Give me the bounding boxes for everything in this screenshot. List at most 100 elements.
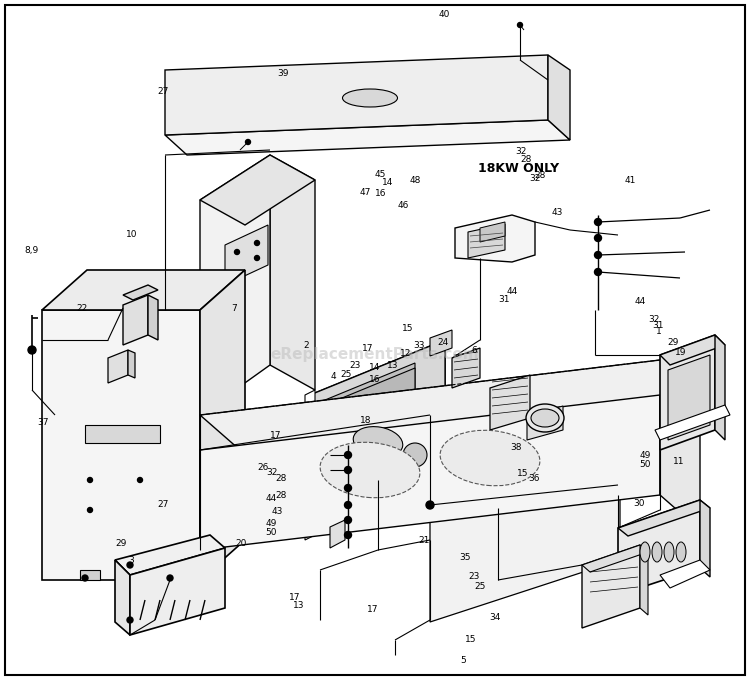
Polygon shape xyxy=(123,285,158,300)
Polygon shape xyxy=(148,295,158,340)
Text: 2: 2 xyxy=(303,341,309,350)
Text: 32: 32 xyxy=(648,315,660,324)
Polygon shape xyxy=(660,560,710,588)
Text: 23: 23 xyxy=(350,361,361,371)
Polygon shape xyxy=(430,330,452,356)
Text: 31: 31 xyxy=(652,320,664,330)
Text: 24: 24 xyxy=(436,337,448,347)
Polygon shape xyxy=(468,224,505,258)
Polygon shape xyxy=(668,355,710,440)
Polygon shape xyxy=(108,350,128,383)
Text: 15: 15 xyxy=(517,469,529,479)
Polygon shape xyxy=(480,222,505,242)
Polygon shape xyxy=(200,155,270,415)
Polygon shape xyxy=(655,405,730,440)
Text: 15: 15 xyxy=(401,324,413,333)
Polygon shape xyxy=(305,390,315,415)
Polygon shape xyxy=(200,395,660,550)
Text: 49: 49 xyxy=(266,519,278,528)
Text: 50: 50 xyxy=(639,460,651,469)
Circle shape xyxy=(88,507,92,513)
Text: 15: 15 xyxy=(464,634,476,644)
Polygon shape xyxy=(310,340,445,535)
Text: 29: 29 xyxy=(667,337,679,347)
Polygon shape xyxy=(165,55,548,135)
Text: 17: 17 xyxy=(289,592,301,602)
Text: 27: 27 xyxy=(158,87,170,97)
Polygon shape xyxy=(430,435,620,622)
Polygon shape xyxy=(455,215,535,262)
Text: 28: 28 xyxy=(275,490,287,500)
Circle shape xyxy=(127,562,133,568)
Text: 45: 45 xyxy=(374,170,386,180)
Text: 4: 4 xyxy=(331,371,337,381)
Circle shape xyxy=(82,575,88,581)
Text: 35: 35 xyxy=(459,553,471,562)
Polygon shape xyxy=(130,548,225,635)
Polygon shape xyxy=(325,368,415,440)
Polygon shape xyxy=(200,270,245,580)
Ellipse shape xyxy=(640,542,650,562)
Text: 13: 13 xyxy=(292,600,304,610)
Text: 14: 14 xyxy=(382,177,394,187)
Text: eReplacementParts.com: eReplacementParts.com xyxy=(271,347,479,362)
Polygon shape xyxy=(200,360,700,450)
Polygon shape xyxy=(128,350,135,378)
Text: 44: 44 xyxy=(507,286,518,296)
Text: 48: 48 xyxy=(409,175,421,185)
Ellipse shape xyxy=(676,542,686,562)
Ellipse shape xyxy=(526,404,564,432)
Circle shape xyxy=(28,346,36,354)
Circle shape xyxy=(344,517,352,524)
Ellipse shape xyxy=(320,442,420,498)
Polygon shape xyxy=(42,270,245,310)
Text: 16: 16 xyxy=(368,375,380,384)
Polygon shape xyxy=(225,225,268,285)
Polygon shape xyxy=(123,295,148,345)
Ellipse shape xyxy=(440,430,540,486)
Text: 26: 26 xyxy=(257,463,269,473)
Circle shape xyxy=(127,617,133,623)
Polygon shape xyxy=(330,520,345,548)
Ellipse shape xyxy=(531,409,559,427)
Text: 3: 3 xyxy=(128,556,134,565)
Circle shape xyxy=(595,235,602,241)
Circle shape xyxy=(254,241,260,245)
Bar xyxy=(85,425,160,443)
Polygon shape xyxy=(660,395,700,530)
Ellipse shape xyxy=(664,542,674,562)
Polygon shape xyxy=(452,348,480,388)
Circle shape xyxy=(344,502,352,509)
Polygon shape xyxy=(618,500,700,595)
Polygon shape xyxy=(618,500,710,536)
Polygon shape xyxy=(527,406,563,440)
Text: 37: 37 xyxy=(38,418,50,428)
Ellipse shape xyxy=(652,542,662,562)
Text: 17: 17 xyxy=(269,430,281,440)
Circle shape xyxy=(235,250,239,254)
Text: 43: 43 xyxy=(551,208,563,218)
Text: 18KW ONLY: 18KW ONLY xyxy=(478,162,560,175)
Text: 18: 18 xyxy=(359,415,371,425)
Circle shape xyxy=(137,477,142,483)
Text: 17: 17 xyxy=(362,344,374,354)
Text: 44: 44 xyxy=(634,296,645,306)
Text: 49: 49 xyxy=(639,451,651,460)
Text: 19: 19 xyxy=(674,347,686,357)
Text: 39: 39 xyxy=(277,69,289,78)
Text: 32: 32 xyxy=(515,147,527,156)
Text: 27: 27 xyxy=(158,500,170,509)
Polygon shape xyxy=(115,560,130,635)
Text: 30: 30 xyxy=(633,498,645,508)
Circle shape xyxy=(245,139,250,145)
Polygon shape xyxy=(700,500,710,577)
Text: 17: 17 xyxy=(367,605,379,615)
Circle shape xyxy=(167,575,173,581)
Polygon shape xyxy=(305,515,315,540)
Text: 38: 38 xyxy=(510,443,522,452)
Text: 14: 14 xyxy=(368,362,380,372)
Text: 28: 28 xyxy=(275,473,287,483)
Text: 33: 33 xyxy=(413,341,425,350)
Text: 11: 11 xyxy=(673,456,685,466)
Polygon shape xyxy=(165,120,570,155)
